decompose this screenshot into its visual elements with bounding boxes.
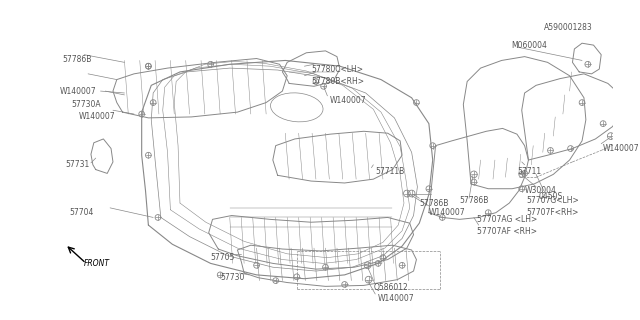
Text: W140007: W140007 bbox=[378, 294, 415, 303]
Text: 57780B<RH>: 57780B<RH> bbox=[311, 77, 364, 86]
Text: FRONT: FRONT bbox=[84, 259, 110, 268]
Text: 57786B: 57786B bbox=[460, 196, 489, 205]
Text: 57730A: 57730A bbox=[72, 100, 101, 109]
Text: 0450S: 0450S bbox=[538, 192, 563, 201]
Text: W140007: W140007 bbox=[429, 208, 465, 217]
Text: 57780C<LH>: 57780C<LH> bbox=[311, 65, 363, 74]
Text: 57711: 57711 bbox=[517, 167, 541, 176]
Text: W30004: W30004 bbox=[525, 186, 556, 195]
Text: 57786B: 57786B bbox=[419, 199, 449, 208]
Text: Q586012: Q586012 bbox=[373, 283, 408, 292]
Text: W140007: W140007 bbox=[603, 144, 640, 153]
Text: W140007: W140007 bbox=[79, 112, 115, 121]
Text: 57707AF <RH>: 57707AF <RH> bbox=[477, 227, 537, 236]
Text: W140007: W140007 bbox=[60, 87, 96, 96]
Text: 57704: 57704 bbox=[69, 208, 93, 217]
Text: 57731: 57731 bbox=[65, 160, 90, 169]
Text: 57730: 57730 bbox=[220, 273, 244, 282]
Text: 57786B: 57786B bbox=[62, 55, 92, 64]
Text: 57707G<LH>: 57707G<LH> bbox=[527, 196, 579, 205]
Text: A590001283: A590001283 bbox=[544, 23, 593, 32]
Text: 57711B: 57711B bbox=[375, 167, 404, 176]
Text: M060004: M060004 bbox=[511, 41, 547, 50]
Text: 57705: 57705 bbox=[211, 253, 235, 262]
Text: 57707F<RH>: 57707F<RH> bbox=[527, 208, 579, 217]
Text: 57707AG <LH>: 57707AG <LH> bbox=[477, 215, 537, 224]
Text: W140007: W140007 bbox=[330, 96, 366, 105]
